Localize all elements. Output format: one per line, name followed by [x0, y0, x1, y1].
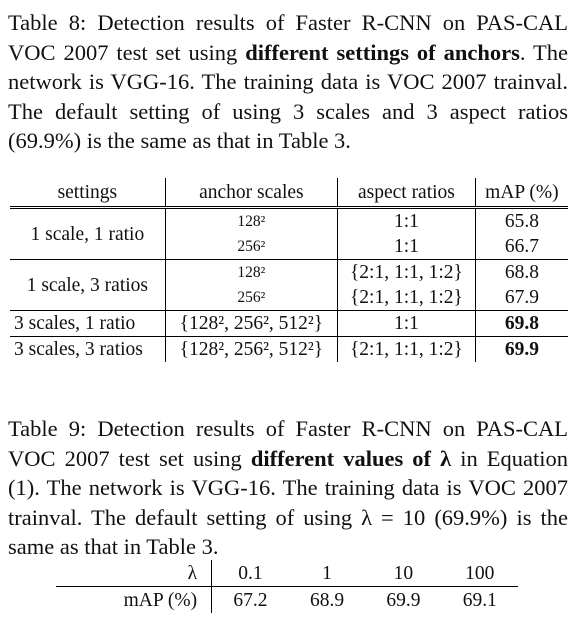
cell-map: 68.9: [309, 589, 345, 611]
cell-lambda: 10: [365, 560, 442, 587]
header-aspect-ratios: aspect ratios: [337, 178, 476, 209]
caption-text: Table 8: Detection results of Faster R-C…: [8, 10, 568, 65]
cell-map: 66.7: [474, 234, 568, 260]
cell-map: 65.8: [474, 207, 568, 234]
table-8: settings anchor scales aspect ratios mAP…: [10, 178, 568, 362]
table-row: 256² {2:1, 1:1, 1:2} 67.9: [10, 285, 568, 311]
caption-text: . The network is VGG-16. The training da…: [8, 39, 568, 154]
caption-bold-text: different values of λ: [250, 445, 452, 471]
table-row-lambda: λ 0.1 1 10 100: [56, 560, 518, 587]
table-row: 3 scales, 3 ratios {128², 256², 512²} {2…: [10, 336, 568, 362]
header-map: mAP (%): [474, 178, 568, 209]
table-9: λ 0.1 1 10 100 mAP (%) 67.2 68.9 69.9 69…: [56, 560, 518, 613]
cell-map: 67.9: [474, 285, 568, 311]
header-settings: settings: [10, 178, 166, 209]
cell-setting: 1 scale, 1 ratio: [30, 223, 145, 245]
table-row-map: mAP (%) 67.2 68.9 69.9 69.1: [56, 586, 518, 613]
cell-map: 68.8: [474, 259, 568, 285]
cell-setting: 3 scales, 1 ratio: [10, 310, 166, 337]
cell-lambda: 0.1: [211, 560, 289, 587]
cell-setting: 1 scale, 3 ratios: [10, 259, 166, 311]
caption-text: Table 9: Detection results of Faster R-C…: [8, 416, 568, 471]
cell-setting: 3 scales, 3 ratios: [10, 336, 166, 362]
cell-map: 69.8: [474, 310, 568, 337]
cell-scale: {128², 256², 512²}: [164, 336, 338, 362]
row-header-map: mAP (%): [123, 589, 198, 611]
cell-ratio: {2:1, 1:1, 1:2}: [337, 336, 476, 362]
cell-ratio: 1:1: [337, 310, 476, 337]
cell-scale: {128², 256², 512²}: [164, 310, 338, 337]
cell-map: 67.2: [211, 586, 289, 613]
caption-bold-text: different settings of anchors: [245, 39, 520, 65]
table-header-row: settings anchor scales aspect ratios mAP…: [10, 178, 568, 209]
cell-lambda: 100: [441, 560, 518, 587]
cell-map: 69.9: [474, 336, 568, 362]
cell-ratio: 1:1: [337, 207, 476, 234]
header-anchor-scales: anchor scales: [164, 178, 338, 209]
cell-lambda: 1: [288, 560, 366, 587]
cell-ratio: 1:1: [337, 234, 476, 260]
cell-scale: 256²: [164, 285, 338, 311]
table-8-caption: Table 8: Detection results of Faster R-C…: [8, 8, 568, 156]
cell-ratio: {2:1, 1:1, 1:2}: [337, 285, 476, 311]
row-header-lambda: λ: [56, 560, 212, 587]
caption-text: in Equation (1). The network is VGG-16. …: [8, 445, 568, 560]
cell-map: 69.9: [386, 589, 421, 611]
cell-scale: 128²: [164, 207, 338, 234]
table-row: 1 scale, 1 ratio 128² 1:1 65.8: [10, 207, 568, 245]
table-9-caption: Table 9: Detection results of Faster R-C…: [8, 414, 568, 562]
cell-map: 69.1: [462, 589, 497, 611]
table-row: 1 scale, 3 ratios 128² {2:1, 1:1, 1:2} 6…: [10, 259, 568, 311]
table-row: 3 scales, 1 ratio {128², 256², 512²} 1:1…: [10, 310, 568, 337]
cell-scale: 128²: [164, 259, 338, 285]
table-row: 256² 1:1 66.7: [10, 234, 568, 260]
cell-scale: 256²: [164, 234, 338, 260]
cell-ratio: {2:1, 1:1, 1:2}: [337, 259, 476, 285]
